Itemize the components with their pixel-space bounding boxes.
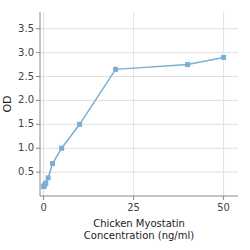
tick-label: 1.0 [18,142,34,153]
data-point [59,146,64,151]
y-axis-line [40,12,41,196]
tick-mark [36,28,40,29]
grid-line [40,52,238,53]
y-axis-label: OD [1,95,14,112]
grid-line [40,100,238,101]
tick-mark [36,172,40,173]
grid-line [43,12,44,196]
tick-label: 3.5 [18,23,34,34]
tick-mark [36,124,40,125]
tick-mark [36,100,40,101]
axes: 0.5 1.0 1.5 2.0 2.5 3.0 3.5 0 25 50 [18,12,238,213]
data-point [185,62,190,67]
x-axis-line [40,196,238,197]
tick-mark [133,196,134,200]
data-point [46,175,51,180]
grid-line [40,76,238,77]
tick-label: 3.0 [18,47,34,58]
tick-label: 0 [40,202,46,213]
tick-mark [36,148,40,149]
tick-label: 1.5 [18,118,34,129]
tick-label: 2.0 [18,94,34,105]
data-point [50,161,55,166]
data-point [43,181,48,186]
tick-label: 2.5 [18,71,34,82]
data-line [44,57,224,186]
chart: 0.5 1.0 1.5 2.0 2.5 3.0 3.5 0 25 50 Chicken Myosta… [0,0,250,250]
grid-line [40,148,238,149]
tick-mark [223,196,224,200]
tick-label: 0.5 [18,166,34,177]
grid-line [40,172,238,173]
tick-label: 25 [127,202,140,213]
grid-line [40,124,238,125]
grid-line [223,12,224,196]
tick-mark [36,76,40,77]
chart-container: 0.5 1.0 1.5 2.0 2.5 3.0 3.5 0 25 50 Chicken Myosta… [0,0,250,250]
tick-mark [43,196,44,200]
tick-label: 50 [217,202,230,213]
data-point [221,55,226,60]
grid [40,12,238,196]
data-point [113,67,118,72]
grid-line [133,12,134,196]
plot-area [41,55,226,189]
x-axis-label: Chicken MyostatinConcentration (ng/ml) [84,218,194,241]
tick-mark [36,52,40,53]
grid-line [40,28,238,29]
data-point [77,122,82,127]
